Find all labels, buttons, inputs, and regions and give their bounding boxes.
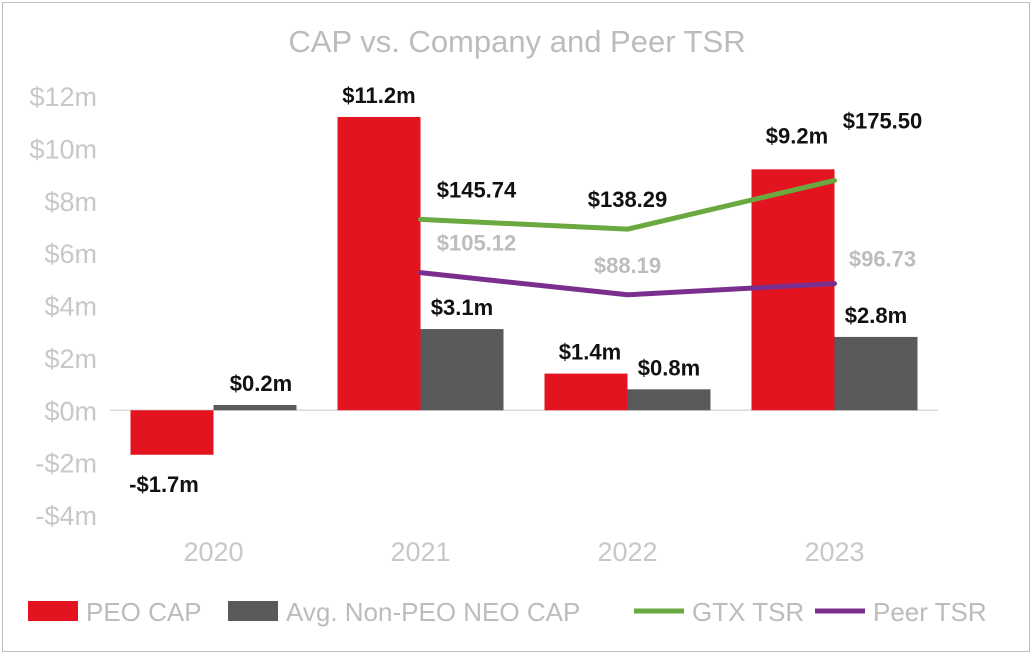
gtx-tsr-label: $138.29 [588, 187, 668, 212]
peo-cap-label: $1.4m [559, 340, 621, 365]
y-tick-label: $0m [44, 396, 97, 426]
non-peo-cap-label: $2.8m [845, 303, 907, 328]
peo-cap-label: $9.2m [766, 123, 828, 148]
peer-tsr-line [418, 270, 837, 298]
y-axis: $12m $10m $8m $6m $4m $2m $0m -$2m -$4m 2020 2021 2… [29, 82, 938, 567]
tsr-lines [418, 177, 837, 298]
peo-cap-bar [544, 373, 628, 411]
y-tick-label: $6m [44, 239, 97, 269]
legend-label: PEO CAP [86, 597, 202, 627]
bars [130, 116, 918, 455]
legend: PEO CAP Avg. Non-PEO NEO CAP GTX TSR Peer T… [28, 597, 987, 627]
non-peo-cap-label: $0.8m [638, 355, 700, 380]
x-category-label: 2022 [597, 537, 657, 567]
y-tick-label: $2m [44, 344, 97, 374]
legend-swatch [28, 601, 78, 621]
x-category-label: 2020 [183, 537, 243, 567]
peer-tsr-label: $105.12 [437, 231, 517, 256]
gtx-tsr-label: $145.74 [437, 177, 517, 202]
non-peo-cap-bar [834, 336, 918, 411]
y-tick-label: $10m [29, 134, 97, 164]
peer-tsr-label: $88.19 [594, 253, 661, 278]
non-peo-cap-bar [420, 329, 504, 411]
non-peo-cap-bar [627, 389, 711, 411]
legend-label: GTX TSR [692, 597, 804, 627]
peo-cap-label: -$1.7m [129, 472, 199, 497]
y-tick-label: -$2m [35, 449, 97, 479]
chart-title: CAP vs. Company and Peer TSR [288, 24, 745, 59]
non-peo-cap-bar [213, 405, 297, 411]
legend-swatch [228, 601, 278, 621]
y-tick-label: $8m [44, 187, 97, 217]
y-tick-label: $12m [29, 82, 97, 112]
x-category-label: 2023 [804, 537, 864, 567]
non-peo-cap-label: $0.2m [230, 371, 292, 396]
peer-tsr-label: $96.73 [849, 247, 916, 272]
peo-cap-label: $11.2m [342, 83, 415, 108]
non-peo-cap-label: $3.1m [431, 295, 493, 320]
y-tick-label: $4m [44, 292, 97, 322]
data-labels: -$1.7m $11.2m $1.4m $9.2m $0.2m $3.1m $0.8m $2.… [129, 83, 922, 497]
gtx-tsr-line [418, 177, 837, 232]
x-category-label: 2021 [390, 537, 450, 567]
gtx-tsr-label: $175.50 [843, 108, 923, 133]
peo-cap-bar [337, 116, 421, 411]
y-tick-label: -$4m [35, 501, 97, 531]
legend-label: Peer TSR [873, 597, 987, 627]
legend-label: Avg. Non-PEO NEO CAP [286, 597, 580, 627]
peo-cap-bar [130, 410, 214, 455]
